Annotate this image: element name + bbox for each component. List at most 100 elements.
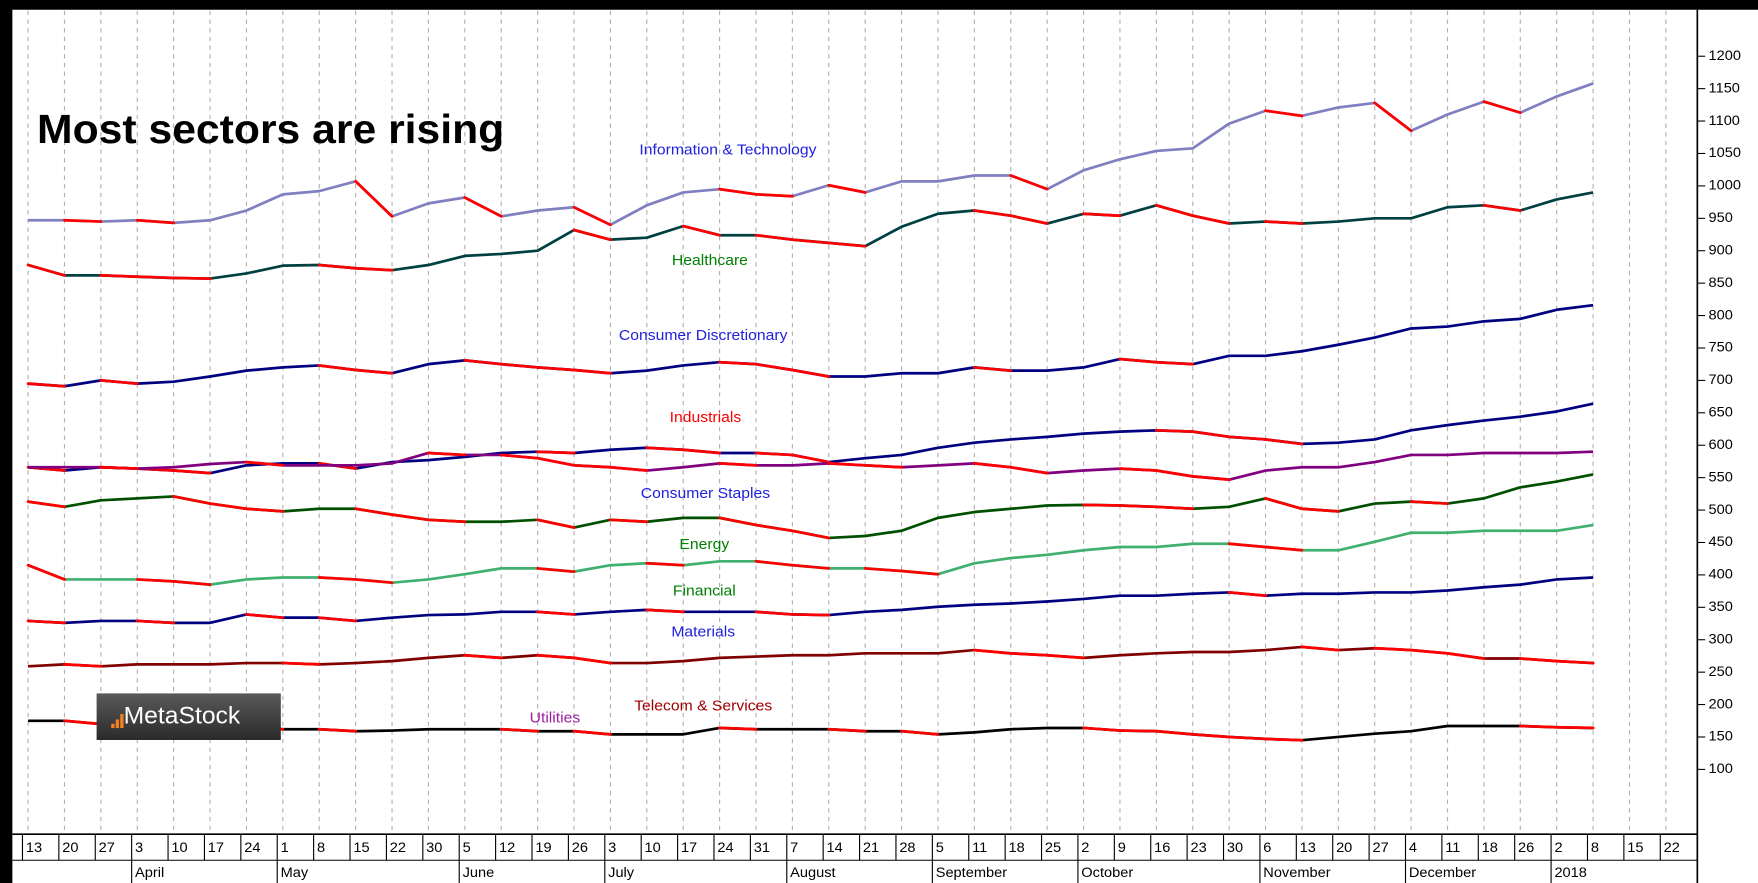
down-segment [26, 263, 66, 277]
down-segment [645, 446, 685, 452]
down-segment [135, 275, 176, 280]
down-segment [536, 456, 576, 467]
x-tick-label: 23 [1190, 840, 1206, 856]
y-tick-label: 850 [1709, 275, 1733, 291]
watermark: MetaStock [96, 693, 281, 740]
down-segment [1082, 503, 1122, 507]
down-segment [1227, 735, 1267, 741]
down-segment [1082, 212, 1122, 218]
down-segment [26, 619, 66, 625]
x-tick-label: 14 [827, 840, 843, 856]
labels: Information & Technology Healthcare Consum… [530, 142, 817, 726]
x-tick-label: 10 [171, 840, 187, 856]
y-tick-label: 950 [1709, 210, 1733, 226]
y-tick-label: 1100 [1709, 113, 1740, 129]
down-segment [536, 518, 576, 529]
down-segment [317, 364, 358, 372]
month-label: September [936, 865, 1008, 881]
x-tick-label: 2 [1554, 840, 1562, 856]
x-tick-label: 15 [353, 840, 369, 856]
y-tick-label: 750 [1709, 340, 1733, 356]
series-label: Consumer Discretionary [619, 327, 788, 344]
down-segment [172, 276, 212, 280]
down-segment [1227, 591, 1267, 598]
x-tick-label: 4 [1409, 840, 1417, 856]
x-tick-label: 27 [1372, 840, 1388, 856]
down-segment [790, 563, 831, 570]
down-segment [1191, 430, 1231, 439]
down-segment [754, 192, 794, 198]
down-segment [1482, 203, 1522, 212]
down-segment [1409, 648, 1449, 655]
down-segment [499, 453, 540, 460]
down-segment [1154, 729, 1195, 736]
down-segment [645, 561, 685, 567]
down-segment [463, 653, 503, 660]
x-tick-label: 31 [754, 840, 770, 856]
watermark-icon [115, 719, 120, 729]
down-segment [1191, 474, 1231, 481]
down-segment [1446, 652, 1486, 660]
x-tick-label: 26 [1518, 840, 1534, 856]
down-segment [135, 218, 176, 225]
month-label: 2018 [1554, 865, 1586, 881]
y-tick-label: 500 [1709, 502, 1733, 518]
down-segment [754, 523, 794, 533]
down-segment [972, 462, 1013, 469]
down-segment [754, 233, 794, 242]
series-label: Industrials [670, 409, 742, 426]
down-segment [499, 362, 540, 369]
down-segment [718, 462, 758, 467]
down-segment [427, 518, 467, 524]
down-segment [718, 187, 758, 196]
down-segment [390, 513, 430, 522]
down-segment [1300, 507, 1340, 513]
series-label: Consumer Staples [641, 485, 771, 502]
down-segment [536, 610, 576, 616]
down-segment [1373, 646, 1413, 652]
down-segment [63, 719, 103, 726]
x-tick-label: 18 [1482, 840, 1498, 856]
watermark-icon [120, 713, 124, 729]
down-segment [245, 613, 285, 620]
down-segment [317, 616, 358, 623]
x-tick-label: 12 [499, 840, 515, 856]
y-tick-label: 400 [1709, 567, 1733, 583]
down-segment [1118, 504, 1158, 509]
down-segment [1118, 729, 1158, 733]
down-segment [827, 183, 867, 194]
x-tick-label: 22 [390, 840, 406, 856]
x-tick-label: 7 [790, 840, 798, 856]
down-segment [609, 518, 649, 524]
down-segment [572, 463, 612, 469]
x-tick-label: 5 [463, 840, 471, 856]
down-segment [536, 366, 576, 372]
down-segment [172, 580, 212, 586]
y-tick-label: 200 [1709, 697, 1733, 713]
x-tick-label: 26 [572, 840, 588, 856]
down-segment [1227, 542, 1267, 549]
down-segment [754, 559, 794, 567]
down-segment [354, 578, 394, 585]
down-segment [317, 576, 358, 581]
x-tick-label: 3 [135, 840, 143, 856]
down-segment [1191, 733, 1231, 739]
y-tick-label: 800 [1709, 307, 1733, 323]
down-segment [354, 507, 394, 516]
down-segment [317, 263, 358, 270]
down-segment [536, 567, 576, 574]
down-segment [1154, 469, 1195, 478]
down-segment [1555, 725, 1595, 730]
down-segment [972, 366, 1013, 373]
down-segment [172, 495, 212, 505]
down-segment [972, 209, 1013, 218]
down-segment [900, 729, 940, 736]
down-segment [1482, 100, 1522, 114]
y-tick-label: 100 [1709, 761, 1733, 777]
x-tick-label: 20 [1336, 840, 1352, 856]
series-label: Healthcare [672, 252, 748, 269]
watermark-icon [111, 723, 115, 729]
x-tick-label: 5 [936, 840, 944, 856]
x-tick-label: 25 [1045, 840, 1061, 856]
